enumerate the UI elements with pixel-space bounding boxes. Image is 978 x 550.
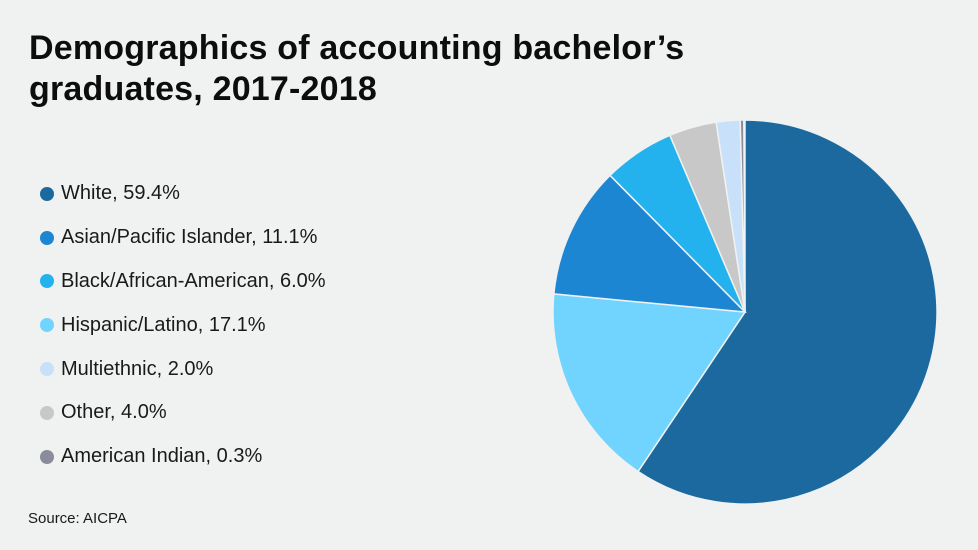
title-line-2: graduates, 2017-2018	[29, 70, 377, 108]
legend-swatch-icon	[40, 362, 54, 377]
chart-title: Demographics of accounting bachelor’s gr…	[29, 28, 684, 110]
pie-slice-hispanic-latino	[552, 293, 747, 473]
pie-slices	[552, 119, 938, 505]
pie-slice-american-indian	[739, 119, 746, 313]
legend-label: White, 59.4%	[61, 182, 180, 205]
legend-label: Multiethnic, 2.0%	[61, 357, 214, 380]
legend-label: Black/African-American, 6.0%	[61, 269, 326, 292]
legend-label: Asian/Pacific Islander, 11.1%	[61, 226, 318, 249]
legend-item-asian-pacific-islander: Asian/Pacific Islander, 11.1%	[40, 216, 326, 260]
legend-swatch-icon	[40, 449, 54, 464]
legend-item-black-african-american: Black/African-American, 6.0%	[40, 260, 326, 304]
legend-item-american-indian: American Indian, 0.3%	[40, 435, 326, 479]
legend-swatch-icon	[40, 318, 54, 333]
title-line-1: Demographics of accounting bachelor’s	[29, 29, 685, 67]
legend-label: Hispanic/Latino, 17.1%	[61, 313, 266, 336]
legend-item-hispanic-latino: Hispanic/Latino, 17.1%	[40, 303, 326, 347]
pie-slice-asian-pacific-islander	[553, 174, 747, 313]
legend-item-other: Other, 4.0%	[40, 391, 326, 435]
legend: White, 59.4% Asian/Pacific Islander, 11.…	[40, 172, 326, 479]
legend-swatch-icon	[40, 405, 54, 420]
pie-slice-white	[637, 119, 938, 505]
legend-label: American Indian, 0.3%	[61, 445, 263, 468]
source-note: Source: AICPA	[28, 510, 127, 527]
legend-swatch-icon	[40, 186, 54, 201]
legend-label: Other, 4.0%	[61, 401, 167, 424]
legend-swatch-icon	[40, 230, 54, 245]
legend-swatch-icon	[40, 274, 54, 289]
legend-item-multiethnic: Multiethnic, 2.0%	[40, 347, 326, 391]
legend-item-white: White, 59.4%	[40, 172, 326, 216]
